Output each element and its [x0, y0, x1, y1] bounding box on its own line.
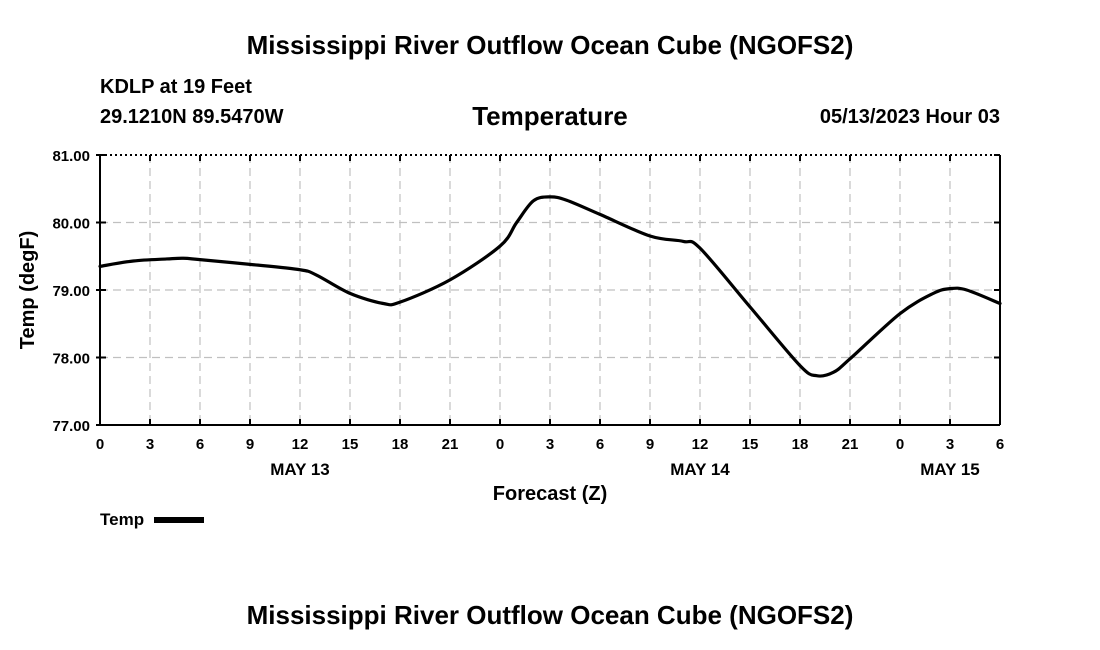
chart-subtitle: Temperature [472, 101, 628, 131]
x-date-label: MAY 15 [920, 460, 980, 479]
x-tick-label: 12 [692, 436, 709, 453]
legend-label: Temp [100, 510, 145, 529]
y-tick-label: 79.00 [52, 283, 90, 300]
x-tick-label: 6 [196, 436, 204, 453]
x-tick-label: 9 [246, 436, 254, 453]
x-tick-label: 18 [392, 436, 409, 453]
x-tick-label: 0 [96, 436, 104, 453]
y-tick-label: 78.00 [52, 351, 90, 368]
x-tick-label: 9 [646, 436, 654, 453]
x-tick-label: 3 [546, 436, 554, 453]
y-axis-label: Temp (degF) [17, 231, 39, 350]
station-name: KDLP at 19 Feet [100, 76, 252, 98]
x-tick-label: 12 [292, 436, 309, 453]
footer-title: Mississippi River Outflow Ocean Cube (NG… [246, 600, 854, 630]
x-date-label: MAY 14 [670, 460, 730, 479]
chart-title: Mississippi River Outflow Ocean Cube (NG… [246, 30, 854, 60]
x-tick-label: 21 [442, 436, 459, 453]
x-tick-label: 3 [946, 436, 954, 453]
x-tick-label: 0 [896, 436, 904, 453]
station-coordinates: 29.1210N 89.5470W [100, 106, 284, 128]
x-tick-label: 15 [342, 436, 359, 453]
x-tick-label: 18 [792, 436, 809, 453]
x-tick-label: 15 [742, 436, 759, 453]
x-tick-label: 21 [842, 436, 859, 453]
y-tick-label: 81.00 [52, 148, 90, 165]
y-tick-label: 80.00 [52, 216, 90, 233]
legend: Temp [100, 510, 205, 530]
x-date-label: MAY 13 [270, 460, 330, 479]
x-tick-label: 6 [996, 436, 1004, 453]
x-axis-label: Forecast (Z) [493, 483, 607, 505]
x-tick-label: 0 [496, 436, 504, 453]
y-tick-label: 77.00 [52, 418, 90, 435]
forecast-datetime: 05/13/2023 Hour 03 [819, 106, 1000, 128]
x-tick-label: 3 [146, 436, 154, 453]
x-tick-label: 6 [596, 436, 604, 453]
legend-swatch [154, 517, 205, 523]
series-line-temp [98, 195, 1002, 378]
